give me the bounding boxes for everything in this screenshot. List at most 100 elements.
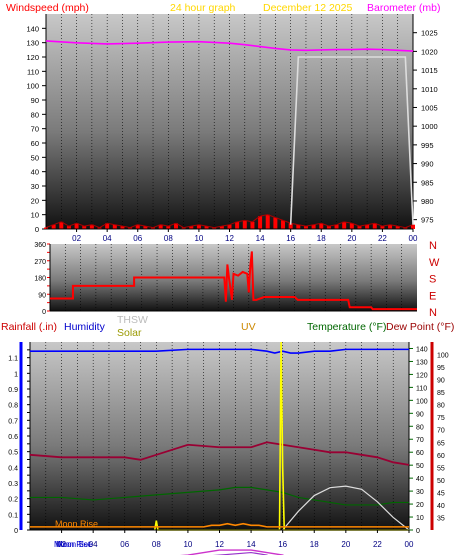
windspeed-axis: 0 10 20 30 40 50 60 70 80 90 100 110 120 130 140 [26, 14, 47, 234]
dewpoint-tick-label: 40 [437, 503, 445, 510]
rainfall-tick-label: 0.1 [8, 512, 18, 519]
barometer-tick-label: 1020 [421, 47, 438, 56]
windspeed-bar [166, 226, 171, 229]
temperature-tick-label: 120 [416, 372, 428, 379]
windspeed-bar [97, 227, 102, 229]
x-tick-label: 22 [378, 234, 387, 243]
temperature-tick-label: 130 [416, 359, 428, 366]
barometer-tick-label: 1000 [421, 122, 438, 131]
windspeed-bar [105, 223, 110, 229]
barometer-tick-label: 1010 [421, 85, 438, 94]
windspeed-tick-label: 90 [31, 96, 39, 105]
rainfall-tick-label: 0 [14, 528, 18, 535]
humidity-label: Humidity [64, 321, 106, 333]
uv-label: UV [241, 321, 256, 333]
windspeed-bar [143, 226, 148, 229]
x-tick-label: 06 [120, 540, 129, 549]
barometer-tick-label: 985 [421, 178, 434, 187]
windspeed-tick-label: 40 [31, 168, 39, 177]
windspeed-bar [181, 227, 186, 229]
windspeed-bar [288, 223, 293, 229]
windspeed-bar [82, 226, 87, 229]
windspeed-bar [89, 224, 94, 229]
windspeed-bar [227, 224, 232, 229]
dewpoint-tick-label: 45 [437, 490, 445, 497]
windspeed-tick-label: 100 [26, 82, 39, 91]
windspeed-bar [403, 227, 408, 229]
barometer-tick-label: 1005 [421, 103, 438, 112]
windspeed-bar [120, 226, 125, 229]
windspeed-bar [281, 220, 286, 229]
windspeed-bar [74, 223, 79, 229]
x-tick-label: 16 [278, 540, 287, 549]
wind-panel-x-axis: 02 04 06 08 10 12 14 16 18 20 22 00 [46, 228, 418, 243]
windspeed-tick-label: 60 [31, 139, 39, 148]
graph-title: 24 hour graph [170, 2, 236, 14]
uv-line [30, 522, 409, 528]
dewpoint-tick-label: 90 [437, 378, 445, 385]
windspeed-bar [349, 223, 354, 229]
x-tick-label: 12 [225, 234, 234, 243]
dewpoint-tick-label: 85 [437, 390, 445, 397]
solar-label: Solar [117, 327, 142, 339]
windspeed-bar [44, 227, 48, 229]
direction-tick-label: 180 [34, 276, 46, 283]
windspeed-bar [66, 226, 71, 229]
dewpoint-tick-label: 80 [437, 403, 445, 410]
windspeed-tick-label: 20 [31, 196, 39, 205]
direction-axis: 0 90 180 270 360 [34, 242, 417, 316]
windspeed-bar [357, 226, 362, 229]
barometer-tick-label: 995 [421, 141, 434, 150]
temperature-tick-label: 80 [416, 424, 424, 431]
dewpoint-tick-label: 100 [437, 353, 449, 360]
moon-rise-axis-label: Moon Rise [54, 540, 93, 549]
direction-panel-series [50, 251, 417, 311]
barometer-axis-title: Barometer (mb) [367, 2, 441, 14]
windspeed-bar [235, 221, 240, 229]
temperature-tick-label: 0 [416, 528, 420, 535]
windspeed-bar [242, 220, 247, 229]
windspeed-bar [372, 223, 377, 229]
windspeed-bar [365, 224, 370, 229]
x-tick-label: 02 [57, 540, 66, 549]
windspeed-tick-label: 130 [26, 39, 39, 48]
x-tick-label: 20 [347, 234, 356, 243]
x-tick-label: 14 [247, 540, 256, 549]
windspeed-bar [273, 217, 278, 229]
thsw-line [30, 549, 295, 560]
x-tick-label: 14 [256, 234, 265, 243]
windspeed-bar [395, 226, 400, 229]
temperature-tick-label: 110 [416, 385, 427, 392]
dewpoint-axis-title: Dew Point (°F) [386, 321, 454, 333]
x-tick-label: 12 [215, 540, 224, 549]
temperature-tick-label: 10 [416, 515, 424, 522]
moon-rise-label: Moon Rise [55, 519, 98, 529]
temperature-axis: 0 10 20 30 40 50 60 70 80 90 100 110 120 130 140 [408, 342, 428, 535]
windspeed-bar [388, 224, 393, 229]
windspeed-bar [128, 227, 133, 229]
rainfall-tick-label: 0.9 [8, 387, 18, 394]
wind-panel-background [46, 14, 413, 229]
windspeed-bar [319, 223, 324, 229]
windspeed-tick-label: 120 [26, 53, 39, 62]
compass-label: E [429, 290, 436, 302]
windspeed-bar [196, 224, 201, 229]
windspeed-bar [59, 221, 64, 229]
compass-label: S [429, 274, 436, 286]
dewpoint-tick-label: 55 [437, 465, 445, 472]
x-tick-label: 10 [183, 540, 192, 549]
windspeed-bar [151, 227, 156, 229]
compass-label: N [429, 240, 437, 252]
direction-tick-label: 270 [34, 259, 46, 266]
barometer-tick-label: 975 [421, 216, 434, 225]
temperature-tick-label: 90 [416, 411, 424, 418]
x-tick-label: 04 [89, 540, 98, 549]
dewpoint-tick-label: 70 [437, 428, 445, 435]
windspeed-tick-label: 110 [27, 67, 39, 76]
x-tick-label: 06 [133, 234, 142, 243]
temperature-tick-label: 20 [416, 502, 424, 509]
windspeed-bar [173, 223, 178, 229]
barometer-tick-label: 1015 [421, 66, 438, 75]
windspeed-bar [219, 226, 224, 229]
